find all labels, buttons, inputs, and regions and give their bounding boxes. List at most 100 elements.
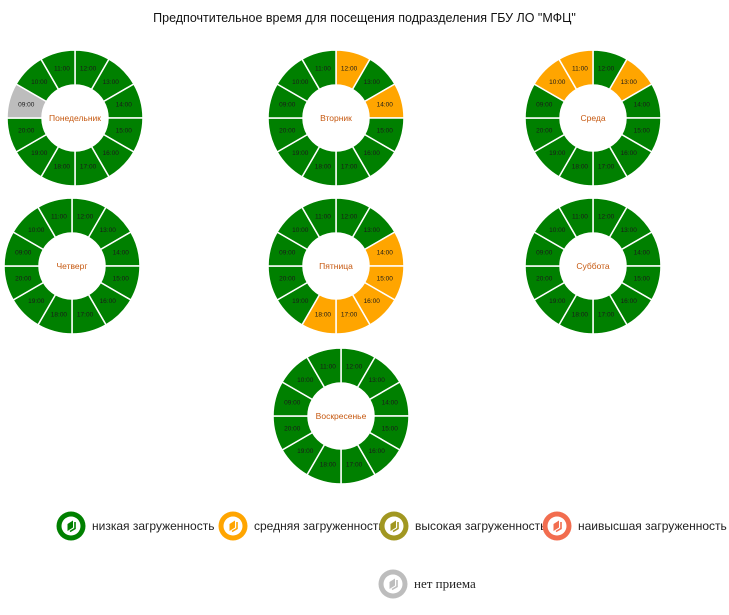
legend-icon-closed: [378, 569, 408, 599]
time-slot-label: 18:00: [51, 311, 68, 318]
time-slot-label: 17:00: [598, 163, 615, 170]
time-slot-label: 14:00: [377, 101, 394, 108]
time-slot-label: 17:00: [80, 163, 97, 170]
time-slot-label: 17:00: [341, 311, 358, 318]
time-slot-label: 09:00: [536, 101, 553, 108]
legend-item-highest: наивысшая загруженность: [541, 510, 727, 542]
time-slot-label: 13:00: [103, 79, 120, 86]
legend-icon-mark-edge: [231, 522, 238, 533]
day-label: Среда: [580, 113, 605, 123]
time-slot-label: 09:00: [284, 399, 301, 406]
time-slot-label: 20:00: [279, 276, 296, 283]
legend-item-medium: средняя загруженность: [217, 510, 385, 542]
time-slot-label: 12:00: [341, 66, 358, 73]
time-slot-label: 19:00: [292, 150, 309, 157]
time-slot-label: 09:00: [279, 249, 296, 256]
time-slot-label: 15:00: [116, 128, 133, 135]
time-slot-label: 20:00: [284, 426, 301, 433]
time-slot-label: 11:00: [54, 66, 70, 73]
time-slot-label: 15:00: [377, 128, 394, 135]
time-slot-label: 19:00: [297, 448, 314, 455]
time-slot-label: 18:00: [320, 461, 337, 468]
time-slot-label: 09:00: [15, 249, 32, 256]
legend-icon-mark: [67, 520, 73, 531]
time-slot-label: 14:00: [634, 249, 651, 256]
legend-icon-high: [379, 511, 409, 541]
legend-label-closed: нет приема: [414, 576, 476, 591]
time-slot-label: 17:00: [77, 311, 94, 318]
time-slot-label: 20:00: [18, 128, 35, 135]
legend-label-low: низкая загруженность: [92, 519, 215, 533]
time-slot-label: 12:00: [346, 364, 363, 371]
time-slot-label: 16:00: [621, 150, 638, 157]
time-slot-label: 19:00: [292, 298, 309, 305]
time-slot-label: 18:00: [54, 163, 71, 170]
time-slot-label: 16:00: [100, 298, 117, 305]
time-slot-label: 10:00: [549, 79, 566, 86]
day-label: Суббота: [576, 261, 610, 271]
legend-icon-mark-edge: [392, 522, 399, 533]
time-slot-label: 09:00: [18, 101, 35, 108]
day-label: Вторник: [320, 113, 352, 123]
time-slot-label: 16:00: [621, 298, 638, 305]
legend-icon-mark: [390, 520, 396, 531]
legend-icon-highest: [542, 511, 572, 541]
legend-icon-low: [56, 511, 86, 541]
day-ring: 12:00 13:00 14:00 15:00 16:00 17:00 18:00 19:00…: [524, 49, 662, 187]
time-slot-label: 14:00: [634, 101, 651, 108]
time-slot-label: 14:00: [382, 399, 399, 406]
time-slot-label: 12:00: [77, 214, 94, 221]
legend-item-high: высокая загруженность: [378, 510, 546, 542]
time-slot-label: 16:00: [103, 150, 120, 157]
time-slot-label: 19:00: [549, 150, 566, 157]
time-slot-label: 19:00: [28, 298, 45, 305]
time-slot-segment: [300, 49, 337, 91]
legend-icon-mark-edge: [69, 522, 76, 533]
time-slot-label: 11:00: [572, 66, 588, 73]
day-label: Четверг: [57, 261, 88, 271]
time-slot-label: 10:00: [292, 227, 309, 234]
time-slot-label: 15:00: [113, 276, 130, 283]
time-slot-label: 13:00: [100, 227, 117, 234]
time-slot-label: 12:00: [598, 214, 615, 221]
day-label: Воскресенье: [316, 411, 367, 421]
time-slot-label: 12:00: [598, 66, 615, 73]
time-slot-label: 10:00: [31, 79, 48, 86]
time-slot-label: 20:00: [15, 276, 32, 283]
time-slot-label: 20:00: [279, 128, 296, 135]
time-slot-label: 16:00: [364, 150, 381, 157]
time-slot-label: 14:00: [113, 249, 130, 256]
time-slot-label: 14:00: [116, 101, 133, 108]
day-label: Понедельник: [49, 113, 101, 123]
time-slot-label: 11:00: [320, 364, 336, 371]
time-slot-label: 19:00: [31, 150, 48, 157]
legend-icon-mark: [553, 520, 559, 531]
time-slot-label: 11:00: [315, 214, 331, 221]
time-slot-label: 13:00: [369, 377, 386, 384]
time-slot-label: 18:00: [572, 163, 589, 170]
time-slot-label: 13:00: [364, 227, 381, 234]
time-slot-label: 09:00: [536, 249, 553, 256]
time-slot-label: 15:00: [377, 276, 394, 283]
time-slot-label: 09:00: [279, 101, 296, 108]
time-slot-label: 15:00: [634, 128, 651, 135]
legend-label-high: высокая загруженность: [415, 519, 547, 533]
time-slot-label: 18:00: [572, 311, 589, 318]
time-slot-label: 16:00: [364, 298, 381, 305]
time-slot-label: 20:00: [536, 276, 553, 283]
time-slot-segment: [36, 197, 73, 239]
time-slot-label: 20:00: [536, 128, 553, 135]
day-ring: 12:00 13:00 14:00 15:00 16:00 17:00 18:00 19:00…: [267, 49, 405, 187]
day-ring: 12:00 13:00 14:00 15:00 16:00 17:00 18:00 19:00…: [3, 197, 141, 335]
time-slot-label: 13:00: [621, 79, 638, 86]
legend-label-highest: наивысшая загруженность: [578, 519, 727, 533]
time-slot-label: 15:00: [382, 426, 399, 433]
time-slot-label: 13:00: [621, 227, 638, 234]
legend-item-low: низкая загруженность: [55, 510, 214, 542]
day-ring: 12:00 13:00 14:00 15:00 16:00 17:00 18:00 19:00…: [524, 197, 662, 335]
legend-icon-mark-edge: [391, 580, 398, 591]
time-slot-label: 14:00: [377, 249, 394, 256]
time-slot-label: 11:00: [315, 66, 331, 73]
day-label: Пятница: [319, 261, 353, 271]
